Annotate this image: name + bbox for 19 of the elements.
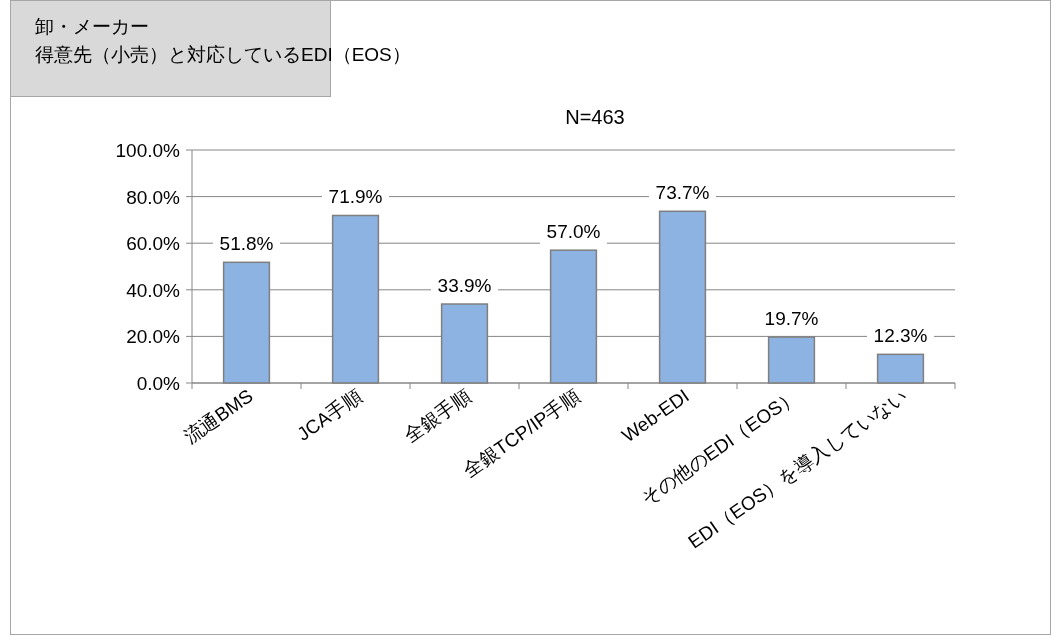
x-tick-label: 流通BMS [179, 385, 257, 448]
y-tick-label: 40.0% [126, 279, 181, 301]
data-label: 12.3% [873, 325, 928, 347]
data-label: 33.9% [437, 275, 492, 297]
y-tick-label: 100.0% [115, 140, 181, 161]
y-tick-label: 20.0% [126, 326, 181, 348]
data-label: 57.0% [546, 221, 601, 243]
data-label: 19.7% [764, 308, 819, 330]
data-label: 73.7% [655, 182, 710, 204]
data-label: 71.9% [328, 186, 383, 208]
y-tick-label: 80.0% [126, 186, 181, 208]
chart-title: 卸・メーカー [35, 16, 149, 37]
x-tick-label: JCA手順 [293, 385, 366, 445]
x-tick-label: 全銀手順 [400, 385, 475, 446]
data-label: 51.8% [219, 233, 274, 255]
chart-subtitle: 得意先（小売）と対応しているEDI（EOS） [35, 44, 411, 65]
y-tick-label: 60.0% [126, 233, 181, 255]
text: N=463 [565, 106, 625, 128]
y-tick-label: 0.0% [136, 373, 181, 394]
